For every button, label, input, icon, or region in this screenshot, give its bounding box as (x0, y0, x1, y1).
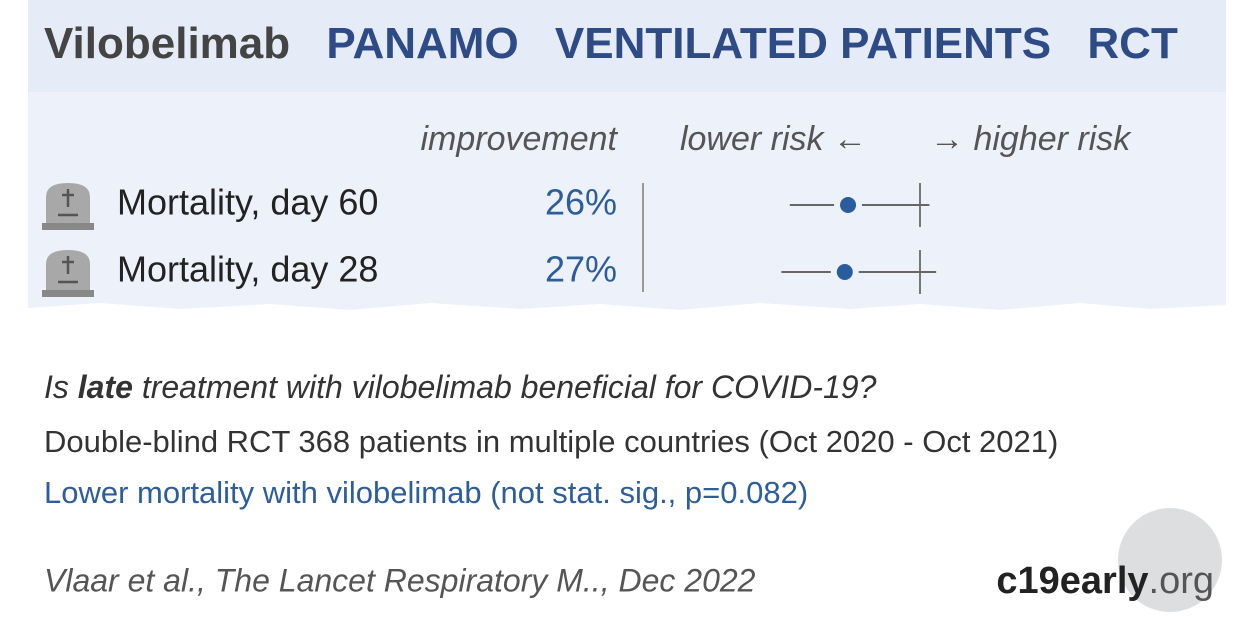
outcome-label: Mortality, day 60 (117, 182, 378, 223)
tombstone-base (42, 290, 94, 297)
improvement-header: improvement (420, 120, 618, 158)
virus-decoration (1118, 508, 1222, 612)
results-panel (28, 92, 1226, 310)
effect-point (830, 258, 859, 286)
design: Double-blind RCT 368 patients in multipl… (44, 424, 1058, 459)
tombstone-cross (58, 189, 78, 217)
higher-risk-label: → higher risk (930, 120, 1132, 158)
question: Is late treatment with vilobelimab benef… (44, 369, 877, 405)
outcome-rows: Mortality, day 60 26% Mortality, day 28 27% (42, 182, 937, 297)
result: Lower mortality with vilobelimab (not st… (44, 475, 808, 510)
effect-point (834, 191, 863, 219)
site: c19early.org (996, 560, 1214, 602)
improvement-value: 27% (545, 249, 617, 290)
title: Vilobelimab PANAMO VENTILATED PATIENTS R… (44, 19, 1178, 68)
citation: Vlaar et al., The Lancet Respiratory M..… (44, 562, 756, 598)
header-band (28, 0, 1226, 92)
improvement-value: 26% (545, 182, 617, 223)
tombstone-cross (58, 256, 78, 284)
outcome-label: Mortality, day 28 (117, 249, 378, 290)
lower-risk-label: lower risk ← (680, 120, 867, 158)
tombstone-base (42, 223, 94, 230)
